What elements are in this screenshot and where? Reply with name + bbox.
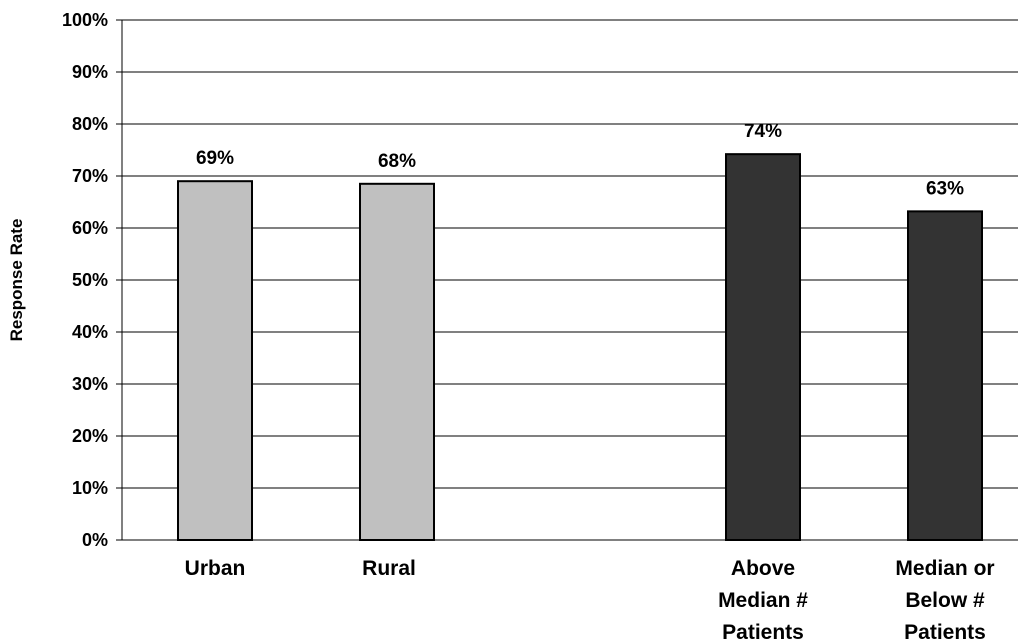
category-label: Urban — [185, 557, 246, 580]
data-labels: 69% 68% 74% 63% — [196, 121, 964, 199]
bar — [907, 210, 983, 542]
y-tick-label: 100% — [62, 10, 108, 30]
y-axis-ticks: 0% 10% 20% 30% 40% 50% 60% 70% 80% 90% 100% — [62, 10, 122, 550]
category-label: Median or — [895, 557, 994, 580]
data-label: 69% — [196, 148, 234, 169]
bar — [359, 182, 435, 542]
y-axis-title: Response Rate — [7, 219, 26, 342]
category-label: Patients — [722, 621, 804, 643]
category-label: Below # — [905, 589, 985, 612]
y-tick-label: 50% — [72, 270, 108, 290]
data-label: 63% — [926, 178, 964, 199]
y-tick-label: 10% — [72, 478, 108, 498]
y-tick-label: 90% — [72, 62, 108, 82]
bar — [725, 153, 801, 541]
data-label: 74% — [744, 121, 782, 142]
gridlines — [122, 19, 1018, 489]
y-tick-label: 60% — [72, 218, 108, 238]
category-label: Rural — [362, 557, 416, 580]
category-label: Median # — [718, 589, 808, 612]
category-label: Above — [731, 557, 795, 580]
category-label: Patients — [904, 621, 986, 643]
y-tick-label: 40% — [72, 322, 108, 342]
bars — [177, 153, 983, 542]
data-label: 68% — [378, 151, 416, 172]
y-tick-label: 70% — [72, 166, 108, 186]
y-tick-label: 80% — [72, 114, 108, 134]
y-tick-label: 30% — [72, 374, 108, 394]
x-axis-labels: Urban Rural Above Median # Patients Median or… — [185, 557, 995, 643]
bar — [177, 180, 253, 541]
y-tick-label: 0% — [82, 530, 108, 550]
y-tick-label: 20% — [72, 426, 108, 446]
